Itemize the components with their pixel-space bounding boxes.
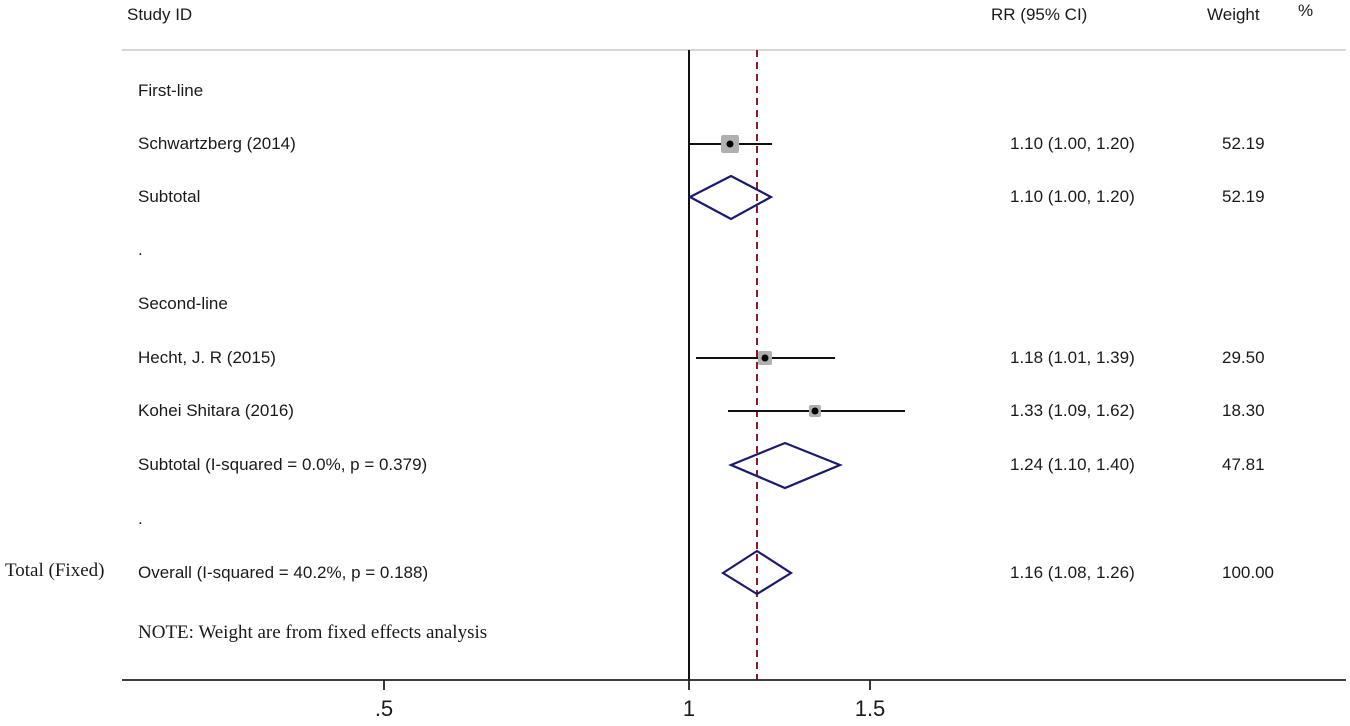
rr-ci-value: 1.18 (1.01, 1.39) <box>1010 348 1135 367</box>
overall-diamond <box>720 549 794 596</box>
rr-ci-value: 1.10 (1.00, 1.20) <box>1010 134 1135 153</box>
study-label: Schwartzberg (2014) <box>138 134 296 153</box>
rr-ci-value: 1.33 (1.09, 1.62) <box>1010 401 1135 420</box>
overall-label: Overall (I-squared = 40.2%, p = 0.188) <box>138 563 429 582</box>
column-header-percent: % <box>1298 1 1314 20</box>
rr-ci-value: 1.10 (1.00, 1.20) <box>1010 187 1135 206</box>
study-marker-shitara <box>728 405 905 417</box>
column-header-study-id: Study ID <box>127 5 193 24</box>
rr-ci-value: 1.16 (1.08, 1.26) <box>1010 563 1135 582</box>
weight-value: 52.19 <box>1222 134 1265 153</box>
weight-value: 52.19 <box>1222 187 1265 206</box>
group-label-first-line: First-line <box>138 81 204 100</box>
subtotal-label: Subtotal <box>138 187 201 206</box>
spacer-dot: . <box>138 240 143 259</box>
rr-ci-value: 1.24 (1.10, 1.40) <box>1010 455 1135 474</box>
spacer-dot: . <box>138 509 143 528</box>
column-header-rr-ci: RR (95% CI) <box>991 5 1088 24</box>
weight-value: 29.50 <box>1222 348 1265 367</box>
group-label-second-line: Second-line <box>138 294 228 313</box>
subtotal-diamond-first-line <box>687 174 774 221</box>
subtotal-label: Subtotal (I-squared = 0.0%, p = 0.379) <box>138 455 428 474</box>
x-tick-label: 1.5 <box>854 696 886 721</box>
subtotal-diamond-second-line <box>728 441 843 490</box>
study-label: Hecht, J. R (2015) <box>138 348 276 367</box>
x-tick-label: .5 <box>374 696 394 721</box>
x-tick-label: 1 <box>682 696 696 721</box>
weight-value: 100.00 <box>1222 563 1274 582</box>
footnote: NOTE: Weight are from fixed effects anal… <box>138 622 488 643</box>
study-label: Kohei Shitara (2016) <box>138 401 294 420</box>
study-marker-schwartzberg <box>689 135 772 153</box>
total-fixed-label: Total (Fixed) <box>5 560 105 581</box>
study-marker-hecht <box>696 351 835 365</box>
weight-value: 18.30 <box>1222 401 1265 420</box>
column-header-weight: Weight <box>1207 5 1260 24</box>
weight-value: 47.81 <box>1222 455 1265 474</box>
